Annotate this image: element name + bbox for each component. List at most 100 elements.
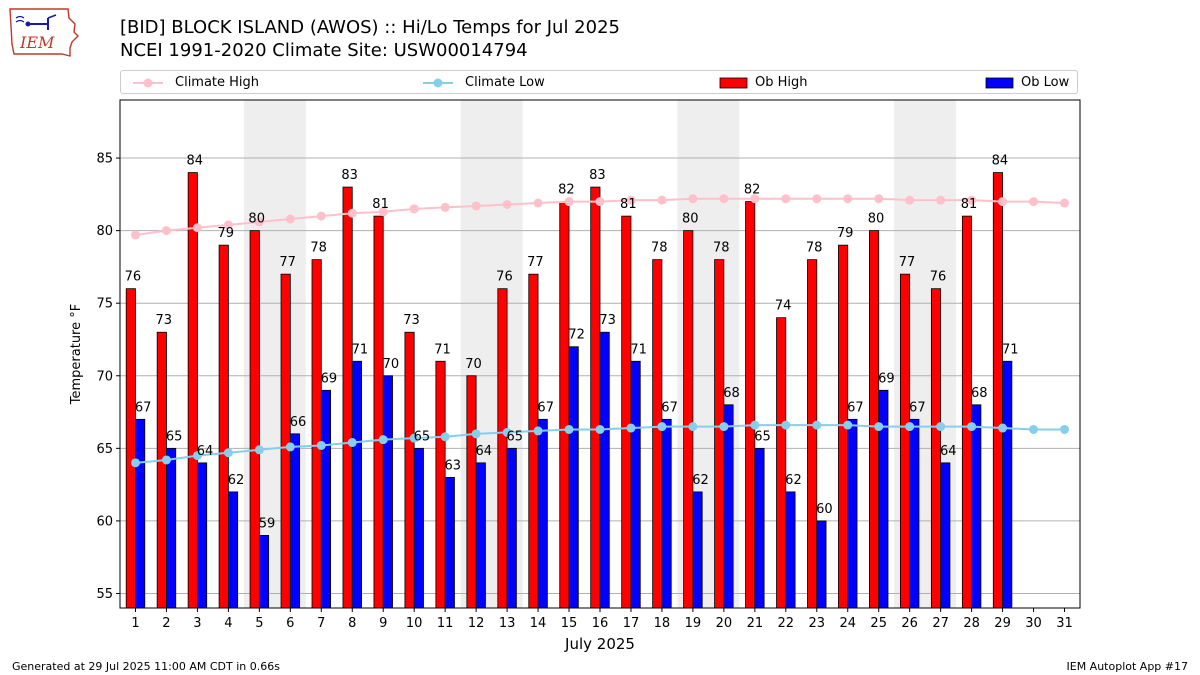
climate-low-point xyxy=(874,422,884,432)
legend-label: Climate High xyxy=(175,75,260,90)
ob-high-bar xyxy=(590,186,601,609)
climate-high-point xyxy=(409,204,419,214)
climate-high-point xyxy=(874,194,884,204)
ob-high-bar xyxy=(125,288,136,609)
ob-low-bar xyxy=(382,375,393,609)
climate-high-point xyxy=(688,194,698,204)
climate-low-point xyxy=(440,432,450,442)
climate-low-point xyxy=(161,455,171,465)
ob-low-bar xyxy=(197,462,208,609)
x-tick-label: 14 xyxy=(530,616,547,631)
climate-low-point xyxy=(192,451,202,461)
ob-high-bar xyxy=(218,244,229,609)
x-tick-label: 15 xyxy=(561,616,578,631)
x-tick-label: 10 xyxy=(406,616,423,631)
ob-high-bar xyxy=(683,230,694,609)
x-tick-label: 27 xyxy=(932,616,949,631)
x-tick-label: 12 xyxy=(468,616,485,631)
ob-high-label: 77 xyxy=(279,255,296,270)
ob-high-label: 78 xyxy=(651,241,668,256)
y-tick-label: 65 xyxy=(96,442,113,457)
x-tick-label: 6 xyxy=(286,616,294,631)
y-tick-label: 70 xyxy=(96,369,113,384)
x-tick-label: 7 xyxy=(317,616,325,631)
ob-low-label: 67 xyxy=(537,400,554,415)
climate-low-point xyxy=(688,422,698,432)
climate-high-point xyxy=(1029,197,1039,207)
ob-high-label: 79 xyxy=(217,226,234,241)
ob-high-bar xyxy=(342,186,353,609)
climate-high-point xyxy=(192,223,202,233)
ob-high-bar xyxy=(745,201,756,609)
ob-high-bar xyxy=(899,273,911,609)
x-tick-label: 11 xyxy=(437,616,454,631)
climate-low-point xyxy=(130,458,140,468)
ob-high-label: 77 xyxy=(899,255,916,270)
climate-low-point xyxy=(998,423,1008,433)
ob-high-bar xyxy=(621,215,632,609)
climate-low-point xyxy=(719,422,729,432)
ob-low-bar xyxy=(1002,360,1013,609)
x-tick-label: 22 xyxy=(778,616,795,631)
ob-high-label: 80 xyxy=(248,212,265,227)
x-tick-label: 30 xyxy=(1025,616,1042,631)
ob-low-label: 71 xyxy=(1002,342,1019,357)
x-tick-label: 5 xyxy=(255,616,263,631)
ob-low-label: 67 xyxy=(661,400,678,415)
x-axis-label: July 2025 xyxy=(564,635,635,653)
ob-low-bar xyxy=(289,433,301,609)
ob-high-label: 76 xyxy=(930,270,947,285)
climate-high-point xyxy=(254,217,264,227)
x-tick-label: 13 xyxy=(499,616,516,631)
ob-low-label: 67 xyxy=(135,400,152,415)
legend-patch-icon xyxy=(719,77,748,89)
ob-low-bar xyxy=(351,360,362,609)
legend-line-icon xyxy=(133,78,163,88)
ob-high-bar xyxy=(435,360,446,609)
ob-low-bar xyxy=(568,346,579,609)
x-tick-label: 23 xyxy=(809,616,826,631)
ob-low-label: 63 xyxy=(445,458,462,473)
ob-high-label: 73 xyxy=(156,313,173,328)
x-tick-label: 18 xyxy=(654,616,671,631)
ob-high-bar xyxy=(466,375,477,609)
chart-subtitle: NCEI 1991-2020 Climate Site: USW00014794 xyxy=(120,40,528,61)
ob-low-label: 68 xyxy=(971,386,988,401)
ob-low-bar xyxy=(785,491,796,609)
ob-low-label: 62 xyxy=(228,473,245,488)
climate-high-point xyxy=(998,197,1008,207)
ob-high-label: 78 xyxy=(806,241,823,256)
ob-low-label: 73 xyxy=(599,313,616,328)
ob-low-bar xyxy=(135,418,146,609)
plot-frame xyxy=(119,99,1081,609)
ob-high-label: 77 xyxy=(527,255,544,270)
ob-high-label: 84 xyxy=(992,154,1009,169)
legend-patch-icon xyxy=(985,77,1014,89)
ob-high-bar xyxy=(497,288,508,609)
ob-high-bar xyxy=(776,317,787,609)
ob-low-label: 69 xyxy=(878,371,895,386)
ob-low-bar xyxy=(723,404,734,609)
ob-low-bar xyxy=(909,418,920,609)
climate-high-point xyxy=(471,201,481,211)
ob-low-label: 71 xyxy=(352,342,369,357)
climate-low-point xyxy=(967,422,977,432)
ob-high-label: 78 xyxy=(713,241,730,256)
climate-high-point xyxy=(843,194,853,204)
climate-high-point xyxy=(812,194,822,204)
climate-low-point xyxy=(905,422,915,432)
ob-high-label: 71 xyxy=(434,342,451,357)
climate-high-point xyxy=(161,226,171,236)
ob-high-label: 78 xyxy=(310,241,327,256)
climate-high-point xyxy=(347,208,357,218)
x-tick-label: 20 xyxy=(716,616,733,631)
ob-high-bar xyxy=(280,273,291,609)
ob-low-bar xyxy=(444,476,455,609)
ob-high-label: 80 xyxy=(682,212,699,227)
ob-low-bar xyxy=(630,360,641,609)
legend-label: Ob Low xyxy=(1021,75,1070,90)
climate-high-point xyxy=(223,220,233,230)
ob-high-label: 81 xyxy=(961,197,978,212)
ob-high-label: 81 xyxy=(372,197,389,212)
